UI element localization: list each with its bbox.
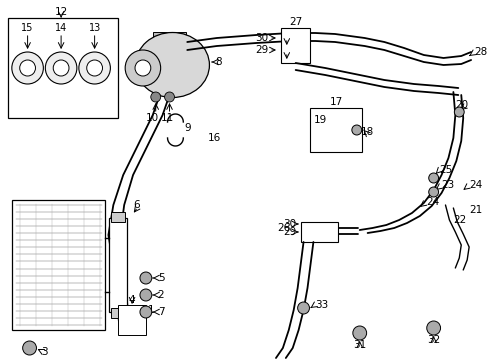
Bar — [118, 305, 145, 335]
Text: 9: 9 — [183, 123, 190, 133]
Circle shape — [79, 52, 110, 84]
Text: 19: 19 — [313, 115, 326, 125]
Text: 1: 1 — [147, 305, 154, 315]
Bar — [8, 18, 118, 118]
Text: 14: 14 — [55, 23, 67, 33]
Circle shape — [453, 107, 463, 117]
Bar — [109, 218, 127, 312]
Text: 12: 12 — [54, 7, 68, 17]
Text: 6: 6 — [133, 200, 140, 210]
Bar — [12, 200, 105, 330]
Text: 13: 13 — [88, 23, 101, 33]
Text: 30: 30 — [254, 33, 267, 43]
Bar — [172, 32, 186, 46]
Text: 7: 7 — [157, 307, 164, 317]
Circle shape — [164, 92, 174, 102]
Text: 32: 32 — [426, 335, 439, 345]
Circle shape — [428, 187, 438, 197]
Circle shape — [22, 341, 37, 355]
Bar — [111, 308, 125, 318]
Circle shape — [45, 52, 77, 84]
Text: 31: 31 — [352, 340, 366, 350]
Text: 33: 33 — [315, 300, 328, 310]
Text: 21: 21 — [468, 205, 481, 215]
Text: 25: 25 — [439, 165, 452, 175]
Ellipse shape — [135, 32, 209, 98]
Bar — [300, 222, 337, 242]
Text: 29: 29 — [254, 45, 267, 55]
Text: 11: 11 — [161, 113, 174, 123]
Circle shape — [426, 321, 440, 335]
Circle shape — [86, 60, 102, 76]
Text: 22: 22 — [452, 215, 466, 225]
Text: 20: 20 — [454, 100, 467, 110]
Circle shape — [140, 272, 151, 284]
Circle shape — [351, 125, 361, 135]
Circle shape — [352, 326, 366, 340]
Circle shape — [135, 60, 150, 76]
Bar — [280, 28, 310, 63]
Text: 28: 28 — [473, 47, 487, 57]
Text: 5: 5 — [157, 273, 164, 283]
Text: 2: 2 — [157, 290, 164, 300]
Bar — [111, 212, 125, 222]
Text: 3: 3 — [41, 347, 48, 357]
Text: 8: 8 — [215, 57, 222, 67]
Text: 26: 26 — [277, 223, 290, 233]
Circle shape — [428, 173, 438, 183]
Text: 15: 15 — [21, 23, 34, 33]
Circle shape — [140, 306, 151, 318]
Circle shape — [140, 289, 151, 301]
Circle shape — [125, 50, 161, 86]
Text: 24: 24 — [468, 180, 481, 190]
Text: 18: 18 — [360, 127, 373, 137]
Text: 10: 10 — [146, 113, 159, 123]
Text: 24: 24 — [425, 197, 438, 207]
Text: 16: 16 — [208, 133, 221, 143]
Bar — [152, 32, 168, 52]
Text: 30: 30 — [283, 219, 296, 229]
Text: 17: 17 — [329, 97, 342, 107]
Text: 4: 4 — [128, 295, 135, 305]
Text: 29: 29 — [283, 227, 296, 237]
Circle shape — [297, 302, 309, 314]
Bar — [310, 108, 361, 152]
Circle shape — [53, 60, 69, 76]
Circle shape — [12, 52, 43, 84]
Text: 23: 23 — [441, 180, 454, 190]
Circle shape — [150, 92, 161, 102]
Circle shape — [20, 60, 36, 76]
Text: 27: 27 — [288, 17, 302, 27]
